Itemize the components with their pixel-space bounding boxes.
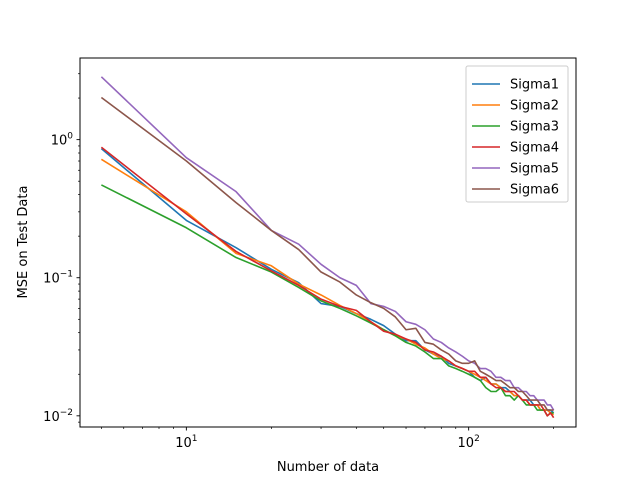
- legend-label: Sigma3: [510, 120, 559, 135]
- legend-label: Sigma5: [510, 162, 559, 177]
- x-tick-label: 101: [175, 434, 197, 451]
- series-line-sigma4: [100, 146, 555, 419]
- x-tick-label: 102: [458, 434, 480, 451]
- series-line-sigma6: [100, 96, 554, 411]
- x-axis-ticks: 101 102: [101, 427, 554, 451]
- y-axis-ticks: 10−2 10−1 100: [43, 73, 80, 425]
- plot-lines: [100, 76, 555, 419]
- y-axis-label: MSE on Test Data: [16, 186, 31, 299]
- legend-label: Sigma4: [510, 141, 559, 156]
- legend-label: Sigma2: [510, 99, 559, 114]
- y-tick-label: 10−1: [43, 270, 73, 287]
- legend-label: Sigma1: [510, 78, 559, 93]
- y-tick-label: 100: [51, 132, 74, 149]
- y-tick-label: 10−2: [43, 408, 73, 425]
- legend: Sigma1 Sigma2 Sigma3 Sigma4 Sigma5 Sigma6: [465, 65, 569, 203]
- legend-label: Sigma6: [510, 183, 559, 198]
- x-axis-label: Number of data: [277, 460, 379, 475]
- plot-frame: [79, 57, 577, 428]
